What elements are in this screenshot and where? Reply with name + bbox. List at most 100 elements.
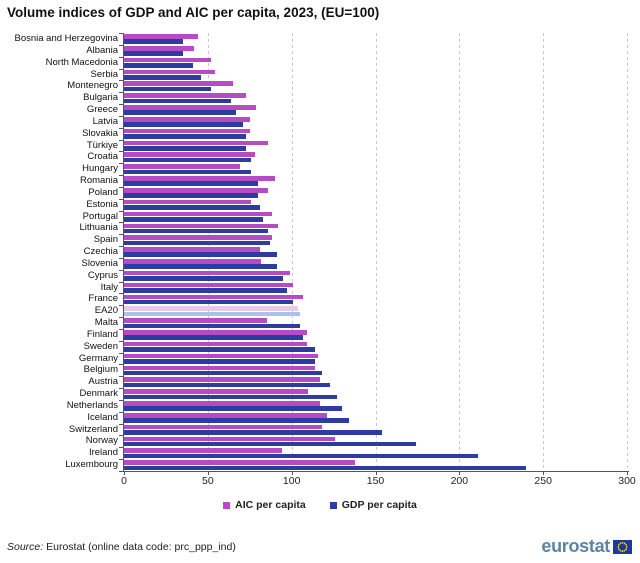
grid-line: [543, 33, 545, 471]
x-tick-label: 50: [201, 475, 214, 487]
bar-gdp: [124, 406, 342, 411]
bar-gdp: [124, 216, 264, 222]
y-axis-tick: [119, 139, 123, 141]
bar-aic: [124, 223, 279, 229]
bar-aic: [124, 93, 247, 98]
category-label: Romania: [79, 175, 118, 187]
category-label: Sweden: [83, 340, 118, 352]
category-label: Lithuania: [79, 222, 118, 234]
y-axis-tick: [119, 33, 123, 34]
grid-line: [207, 33, 209, 471]
category-label: Albania: [86, 44, 118, 56]
x-tick-label: 300: [618, 475, 636, 487]
y-axis-tick: [119, 293, 123, 295]
bar-aic: [124, 81, 233, 87]
category-label: EA20: [94, 305, 118, 317]
category-label: North Macedonia: [45, 56, 118, 68]
bar-gdp: [124, 145, 247, 151]
bar-aic: [124, 353, 319, 359]
y-axis-tick: [119, 399, 123, 401]
bar-aic: [124, 45, 195, 51]
bar-aic: [124, 341, 307, 347]
category-label: Switzerland: [68, 423, 118, 435]
bar-aic: [124, 247, 260, 252]
category-label: Finland: [86, 328, 118, 340]
bar-gdp: [124, 382, 331, 388]
bar-gdp: [124, 465, 527, 471]
y-axis-tick: [119, 175, 123, 177]
bar-gdp: [124, 98, 232, 104]
bar-gdp: [124, 74, 202, 80]
bar-aic: [124, 105, 257, 110]
grid-line: [291, 33, 293, 471]
y-axis-tick: [119, 186, 123, 188]
legend: AIC per capita GDP per capita: [0, 499, 640, 511]
legend-label-aic: AIC per capita: [235, 499, 306, 511]
x-axis-tick: [291, 471, 293, 475]
bar-aic: [124, 152, 255, 158]
y-axis-tick: [119, 92, 123, 94]
bar-aic: [124, 401, 321, 406]
x-axis-tick: [459, 471, 461, 475]
y-axis-tick: [119, 317, 123, 319]
grid-line: [627, 33, 628, 471]
y-axis-tick: [119, 257, 123, 259]
x-tick-label: 200: [450, 475, 469, 487]
y-axis-tick: [119, 305, 123, 307]
bar-gdp: [124, 157, 252, 163]
y-axis-tick: [119, 471, 123, 472]
bar-aic: [124, 211, 272, 217]
bar-aic: [124, 187, 269, 193]
y-axis-category-labels: Bosnia and Herzegovina Albania North Maced…: [0, 33, 118, 471]
category-label: Bosnia and Herzegovina: [14, 33, 118, 44]
bar-aic: [124, 389, 309, 394]
category-label: Bulgaria: [83, 92, 118, 104]
bar-aic: [124, 460, 356, 465]
category-label: Serbia: [90, 68, 118, 80]
bar-gdp: [124, 86, 212, 92]
y-axis-tick: [119, 423, 123, 425]
bar-aic: [124, 128, 250, 134]
category-label: Belgium: [83, 364, 118, 376]
bar-gdp: [124, 370, 322, 376]
eurostat-logo: eurostat: [541, 536, 632, 557]
bar-aic: [124, 199, 252, 205]
bar-gdp: [124, 299, 294, 305]
bar-aic: [124, 69, 215, 75]
y-axis-tick: [119, 328, 123, 330]
grid-line: [459, 33, 461, 471]
category-label: Iceland: [87, 411, 118, 423]
y-axis-tick: [119, 198, 123, 200]
category-label: Spain: [93, 234, 118, 246]
y-axis-tick: [119, 104, 123, 106]
category-label: Ireland: [88, 447, 118, 459]
source-prefix: Source:: [7, 541, 44, 553]
x-tick-label: 250: [534, 475, 552, 487]
category-label: Cyprus: [87, 269, 118, 281]
grid-line: [375, 33, 377, 471]
y-axis-tick: [119, 151, 123, 153]
y-axis-tick: [119, 388, 123, 390]
bar-gdp: [124, 63, 193, 68]
source-note: Source: Eurostat (online data code: prc_…: [7, 541, 236, 553]
bar-aic: [124, 270, 290, 276]
chart-title: Volume indices of GDP and AIC per capita…: [7, 5, 380, 20]
category-label: Austria: [88, 376, 118, 388]
bar-aic: [124, 377, 321, 382]
y-axis-tick: [119, 352, 123, 354]
bar-aic: [124, 294, 304, 300]
y-axis-tick: [119, 234, 123, 236]
bar-aic: [124, 436, 336, 442]
bar-aic: [124, 235, 272, 240]
y-axis-tick: [119, 364, 123, 366]
eurostat-logo-text: eurostat: [541, 536, 610, 556]
y-axis-tick: [119, 44, 123, 46]
bar-aic: [124, 330, 307, 335]
bar-gdp: [124, 359, 316, 364]
category-label: Netherlands: [66, 399, 118, 411]
bar-aic: [124, 412, 327, 418]
bar-gdp: [124, 453, 478, 459]
bar-gdp: [124, 169, 252, 175]
bar-aic: [124, 282, 294, 288]
